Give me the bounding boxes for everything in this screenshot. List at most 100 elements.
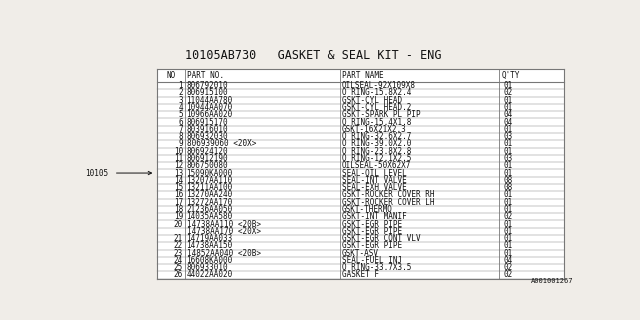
Text: 14738AA150: 14738AA150 xyxy=(186,241,233,250)
Text: 806792010: 806792010 xyxy=(186,81,228,90)
Text: OILSEAL-50X62X7: OILSEAL-50X62X7 xyxy=(342,161,412,170)
Text: 14719AA033: 14719AA033 xyxy=(186,234,233,243)
Text: 806912190: 806912190 xyxy=(186,154,228,163)
Text: 02: 02 xyxy=(504,270,513,279)
Text: GSKT-EGR PIPE: GSKT-EGR PIPE xyxy=(342,241,402,250)
Text: 4: 4 xyxy=(179,103,183,112)
Text: GSKT-EGR PIPE: GSKT-EGR PIPE xyxy=(342,227,402,236)
Text: SEAL-OIL LEVEL: SEAL-OIL LEVEL xyxy=(342,169,406,178)
Text: OILSEAL-92X109X8: OILSEAL-92X109X8 xyxy=(342,81,416,90)
Text: 5: 5 xyxy=(179,110,183,119)
Text: 13: 13 xyxy=(174,169,183,178)
Text: 04: 04 xyxy=(504,117,513,127)
Text: SEAL-EXH VALVE: SEAL-EXH VALVE xyxy=(342,183,406,192)
Text: GSKT-CYL HEAD: GSKT-CYL HEAD xyxy=(342,96,402,105)
Text: GSKT-INT MANIF: GSKT-INT MANIF xyxy=(342,212,406,221)
Text: 11044AA780: 11044AA780 xyxy=(186,96,233,105)
Bar xyxy=(157,69,564,279)
Text: GSKT-16X21X2.3: GSKT-16X21X2.3 xyxy=(342,125,406,134)
Text: 16: 16 xyxy=(174,190,183,199)
Text: 13270AA240: 13270AA240 xyxy=(186,190,233,199)
Text: 01: 01 xyxy=(504,96,513,105)
Text: 01: 01 xyxy=(504,220,513,228)
Text: 01: 01 xyxy=(504,190,513,199)
Text: 03: 03 xyxy=(504,154,513,163)
Text: 3: 3 xyxy=(179,96,183,105)
Text: 15: 15 xyxy=(174,183,183,192)
Text: 14: 14 xyxy=(174,176,183,185)
Text: 03: 03 xyxy=(504,132,513,141)
Text: 806933010: 806933010 xyxy=(186,263,228,272)
Text: GSKT-ROCKER COVER LH: GSKT-ROCKER COVER LH xyxy=(342,198,435,207)
Text: 19: 19 xyxy=(174,212,183,221)
Text: GSKT-ASV: GSKT-ASV xyxy=(342,249,379,258)
Text: O RING-15.8X2.4: O RING-15.8X2.4 xyxy=(342,88,412,97)
Text: 14852AA040 <20B>: 14852AA040 <20B> xyxy=(186,249,260,258)
Text: O RING-23.8X2.8: O RING-23.8X2.8 xyxy=(342,147,412,156)
Text: 10105: 10105 xyxy=(85,169,108,178)
Text: 01: 01 xyxy=(504,241,513,250)
Text: GSKT-THERMO: GSKT-THERMO xyxy=(342,205,393,214)
Text: GSKT-EGR CONT VLV: GSKT-EGR CONT VLV xyxy=(342,234,420,243)
Text: 2: 2 xyxy=(179,88,183,97)
Text: 1: 1 xyxy=(179,81,183,90)
Text: 10944AA070: 10944AA070 xyxy=(186,103,233,112)
Text: 10966AA020: 10966AA020 xyxy=(186,110,233,119)
Text: O RING-39.0X2.0: O RING-39.0X2.0 xyxy=(342,140,412,148)
Text: O RING-32.6X2.7: O RING-32.6X2.7 xyxy=(342,132,412,141)
Text: 02: 02 xyxy=(504,88,513,97)
Text: 20: 20 xyxy=(174,220,183,228)
Text: 04: 04 xyxy=(504,256,513,265)
Text: 24: 24 xyxy=(174,256,183,265)
Text: 01: 01 xyxy=(504,198,513,207)
Text: SEAL-FUEL INJ: SEAL-FUEL INJ xyxy=(342,256,402,265)
Text: 01: 01 xyxy=(504,103,513,112)
Text: 806939060 <20X>: 806939060 <20X> xyxy=(186,140,256,148)
Text: 14738AA110 <20B>: 14738AA110 <20B> xyxy=(186,220,260,228)
Text: NO: NO xyxy=(166,71,175,80)
Text: GSKT-SPARK PL PIP: GSKT-SPARK PL PIP xyxy=(342,110,420,119)
Text: O RING-33.7X3.5: O RING-33.7X3.5 xyxy=(342,263,412,272)
Text: 01: 01 xyxy=(504,234,513,243)
Text: 23: 23 xyxy=(174,249,183,258)
Text: Q'TY: Q'TY xyxy=(502,71,520,80)
Text: A001001267: A001001267 xyxy=(531,277,573,284)
Text: 7: 7 xyxy=(179,125,183,134)
Text: 10105AB730   GASKET & SEAL KIT - ENG: 10105AB730 GASKET & SEAL KIT - ENG xyxy=(185,50,442,62)
Text: GSKT-CYL HEAD.2: GSKT-CYL HEAD.2 xyxy=(342,103,412,112)
Text: PART NAME: PART NAME xyxy=(342,71,383,80)
Text: 13272AA170: 13272AA170 xyxy=(186,198,233,207)
Text: 13207AA110: 13207AA110 xyxy=(186,176,233,185)
Text: 806750080: 806750080 xyxy=(186,161,228,170)
Text: O RING-15.4X1.8: O RING-15.4X1.8 xyxy=(342,117,412,127)
Text: 14035AA580: 14035AA580 xyxy=(186,212,233,221)
Text: O RING-12.1X2.5: O RING-12.1X2.5 xyxy=(342,154,412,163)
Text: 17: 17 xyxy=(174,198,183,207)
Text: PART NO.: PART NO. xyxy=(186,71,223,80)
Text: 806924120: 806924120 xyxy=(186,147,228,156)
Text: 806932030: 806932030 xyxy=(186,132,228,141)
Text: 01: 01 xyxy=(504,169,513,178)
Text: 26: 26 xyxy=(174,270,183,279)
Text: 8: 8 xyxy=(179,132,183,141)
Text: 02: 02 xyxy=(504,263,513,272)
Text: 01: 01 xyxy=(504,81,513,90)
Text: 21236AA050: 21236AA050 xyxy=(186,205,233,214)
Text: 10: 10 xyxy=(174,147,183,156)
Text: 15090KA000: 15090KA000 xyxy=(186,169,233,178)
Text: 22: 22 xyxy=(174,241,183,250)
Text: SEAL-INT VALVE: SEAL-INT VALVE xyxy=(342,176,406,185)
Text: 11: 11 xyxy=(174,154,183,163)
Text: 01: 01 xyxy=(504,125,513,134)
Text: 18: 18 xyxy=(174,205,183,214)
Text: 13211AA100: 13211AA100 xyxy=(186,183,233,192)
Text: 01: 01 xyxy=(504,140,513,148)
Text: 14738AA170 <20X>: 14738AA170 <20X> xyxy=(186,227,260,236)
Text: 806915100: 806915100 xyxy=(186,88,228,97)
Text: 12: 12 xyxy=(174,161,183,170)
Text: GSKT-EGR PIPE: GSKT-EGR PIPE xyxy=(342,220,402,228)
Text: 9: 9 xyxy=(179,140,183,148)
Text: 04: 04 xyxy=(504,110,513,119)
Text: 6: 6 xyxy=(179,117,183,127)
Text: 01: 01 xyxy=(504,249,513,258)
